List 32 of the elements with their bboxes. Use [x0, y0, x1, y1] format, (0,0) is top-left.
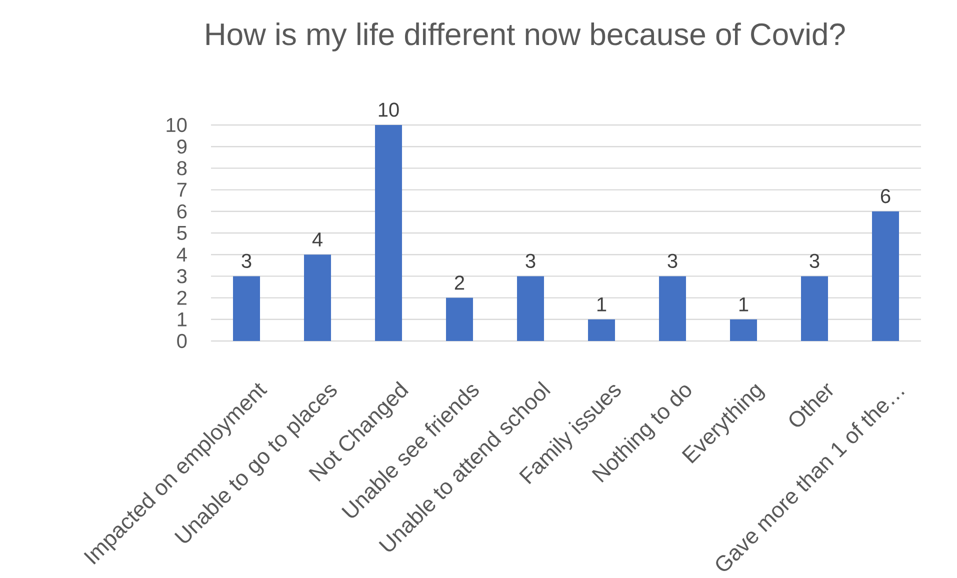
- data-label: 2: [454, 276, 464, 290]
- data-label: 4: [312, 232, 322, 246]
- data-label: 10: [378, 102, 399, 117]
- data-label: 3: [242, 254, 252, 268]
- y-tick-label: 2: [177, 290, 186, 305]
- y-tick-label: 8: [177, 161, 187, 176]
- data-label: 3: [526, 254, 536, 268]
- bar: [801, 276, 828, 341]
- bar: [872, 211, 899, 341]
- y-tick-label: 0: [177, 334, 187, 348]
- y-tick-label: 9: [177, 140, 187, 154]
- y-tick-label: 7: [177, 182, 186, 197]
- bar: [517, 276, 544, 341]
- y-tick-label: 1: [178, 312, 186, 326]
- y-tick-label: 4: [176, 248, 187, 262]
- data-label: 1: [597, 297, 606, 312]
- bar: [233, 276, 260, 341]
- data-label: 3: [668, 254, 678, 268]
- y-tick-label: 5: [177, 226, 187, 240]
- bar: [446, 298, 474, 341]
- data-label: 3: [810, 254, 820, 268]
- bar: [588, 319, 616, 341]
- chart-title: How is my life different now because of Covid?: [206, 22, 845, 52]
- bar: [730, 319, 758, 341]
- bar: [659, 276, 686, 341]
- data-label: 1: [739, 297, 748, 312]
- bar: [304, 254, 332, 341]
- bar: [375, 125, 402, 341]
- y-tick-label: 3: [177, 269, 187, 284]
- y-tick-label: 6: [177, 204, 187, 218]
- y-tick-label: 10: [166, 118, 187, 132]
- data-label: 6: [880, 189, 890, 204]
